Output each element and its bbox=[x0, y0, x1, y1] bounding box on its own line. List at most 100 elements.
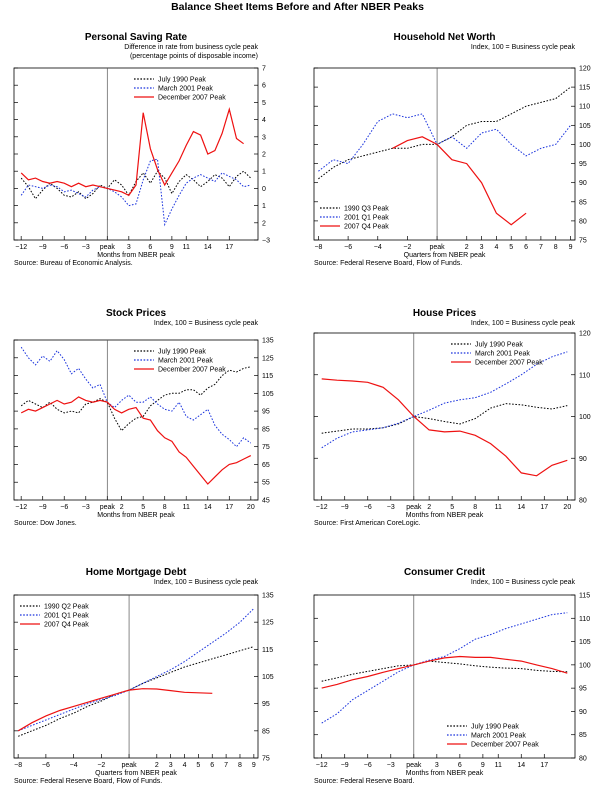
series-line-2 bbox=[392, 136, 527, 226]
y-tick-label: 2 bbox=[262, 152, 266, 159]
chart-title: Home Mortgage Debt bbox=[86, 567, 187, 578]
x-tick-label: 6 bbox=[210, 762, 214, 769]
y-tick-label: 105 bbox=[579, 639, 591, 646]
legend-label: 1990 Q3 Peak bbox=[344, 206, 389, 213]
x-tick-label: −4 bbox=[374, 244, 382, 251]
series-line-1 bbox=[18, 608, 255, 732]
y-tick-label: 95 bbox=[579, 161, 587, 168]
y-tick-label: 100 bbox=[579, 142, 591, 149]
legend-label: December 2007 Peak bbox=[158, 367, 226, 374]
x-tick-label: −3 bbox=[82, 504, 90, 511]
x-tick-label: peak bbox=[121, 762, 137, 769]
y-tick-label: 90 bbox=[579, 456, 587, 463]
series-line-1 bbox=[321, 612, 568, 724]
x-tick-label: 6 bbox=[524, 244, 528, 251]
chart-subtitle: (percentage points of disposable income) bbox=[130, 53, 258, 60]
y-tick-label: 85 bbox=[262, 728, 270, 735]
y-tick-label: 90 bbox=[579, 709, 587, 716]
x-tick-label: 8 bbox=[163, 504, 167, 511]
legend-label: 1990 Q2 Peak bbox=[44, 604, 89, 611]
plot-frame bbox=[313, 594, 576, 759]
series-line-2 bbox=[17, 688, 213, 732]
y-tick-label: 135 bbox=[262, 593, 274, 600]
x-tick-label: −12 bbox=[316, 504, 328, 511]
legend-label: 2007 Q4 Peak bbox=[44, 622, 89, 629]
x-tick-label: 17 bbox=[540, 504, 548, 511]
x-tick-label: 3 bbox=[435, 762, 439, 769]
x-tick-label: 14 bbox=[517, 762, 525, 769]
legend-label: 2001 Q1 Peak bbox=[344, 215, 389, 222]
legend-label: July 1990 Peak bbox=[475, 342, 523, 349]
x-tick-label: 20 bbox=[247, 504, 255, 511]
y-tick-label: 120 bbox=[579, 66, 591, 73]
x-tick-label: 8 bbox=[473, 504, 477, 511]
legend-label: December 2007 Peak bbox=[471, 742, 539, 749]
x-tick-label: 9 bbox=[481, 762, 485, 769]
chart-subtitle: Index, 100 = Business cycle peak bbox=[471, 44, 576, 51]
x-tick-label: 4 bbox=[183, 762, 187, 769]
chart-subtitle: Index, 100 = Business cycle peak bbox=[471, 320, 576, 327]
plot-frame bbox=[13, 339, 259, 501]
chart-legend: July 1990 Peak March 2001 Peak December 20… bbox=[451, 342, 543, 367]
y-tick-label: 85 bbox=[579, 732, 587, 739]
x-tick-label: 3 bbox=[480, 244, 484, 251]
x-tick-label: −6 bbox=[60, 244, 68, 251]
y-tick-label: 55 bbox=[262, 480, 270, 487]
x-tick-label: 2 bbox=[120, 504, 124, 511]
x-axis-label: Months from NBER peak bbox=[406, 512, 484, 519]
y-tick-label: 3 bbox=[262, 134, 266, 141]
y-tick-label: 105 bbox=[262, 674, 274, 681]
series-line-1 bbox=[318, 113, 571, 172]
y-tick-label: 95 bbox=[262, 409, 270, 416]
legend-label: 2001 Q1 Peak bbox=[44, 613, 89, 620]
x-tick-label: −3 bbox=[82, 244, 90, 251]
x-tick-label: −9 bbox=[341, 504, 349, 511]
x-tick-label: 17 bbox=[540, 762, 548, 769]
y-tick-label: 110 bbox=[579, 616, 590, 623]
y-tick-label: 5 bbox=[262, 100, 266, 107]
series-line-2 bbox=[321, 378, 568, 477]
x-tick-label: 9 bbox=[170, 244, 174, 251]
x-tick-label: 11 bbox=[495, 762, 502, 769]
chart-source: Source: First American CoreLogic. bbox=[314, 520, 421, 527]
series-line-2 bbox=[20, 396, 252, 485]
x-tick-label: 4 bbox=[494, 244, 498, 251]
x-tick-label: 6 bbox=[458, 762, 462, 769]
x-tick-label: peak bbox=[100, 244, 116, 251]
y-tick-label: 110 bbox=[579, 104, 590, 111]
x-tick-label: 11 bbox=[183, 504, 190, 511]
y-tick-label: 100 bbox=[579, 662, 591, 669]
x-tick-label: peak bbox=[406, 762, 422, 769]
x-tick-label: 2 bbox=[465, 244, 469, 251]
legend-label: March 2001 Peak bbox=[158, 358, 213, 365]
x-tick-label: 14 bbox=[204, 504, 212, 511]
y-tick-label: −3 bbox=[262, 238, 270, 245]
x-tick-label: 7 bbox=[224, 762, 228, 769]
y-tick-label: 75 bbox=[262, 444, 270, 451]
x-tick-label: 3 bbox=[127, 244, 131, 251]
y-tick-label: 115 bbox=[262, 647, 273, 654]
chart-legend: 1990 Q3 Peak 2001 Q1 Peak 2007 Q4 Peak bbox=[320, 206, 389, 231]
y-tick-label: 80 bbox=[579, 498, 587, 505]
x-axis-label: Months from NBER peak bbox=[97, 512, 175, 519]
x-tick-label: 11 bbox=[495, 504, 502, 511]
chart-source: Source: Bureau of Economic Analysis. bbox=[14, 260, 133, 267]
y-tick-label: 45 bbox=[262, 498, 270, 505]
x-tick-label: −6 bbox=[364, 762, 372, 769]
x-tick-label: −12 bbox=[15, 504, 27, 511]
chart-subtitle: Index, 100 = Business cycle peak bbox=[154, 579, 259, 586]
y-tick-label: 75 bbox=[579, 238, 587, 245]
x-tick-label: 2 bbox=[427, 504, 431, 511]
x-tick-label: −6 bbox=[60, 504, 68, 511]
x-tick-label: 17 bbox=[225, 504, 233, 511]
x-tick-label: 9 bbox=[569, 244, 573, 251]
x-axis-label: Months from NBER peak bbox=[97, 252, 175, 259]
y-tick-label: 95 bbox=[579, 686, 587, 693]
chart-legend: July 1990 Peak March 2001 Peak December 20… bbox=[447, 724, 539, 749]
y-tick-label: 85 bbox=[262, 426, 270, 433]
x-tick-label: 14 bbox=[204, 244, 212, 251]
chart-subtitle: Index, 100 = Business cycle peak bbox=[154, 320, 259, 327]
legend-label: March 2001 Peak bbox=[471, 733, 526, 740]
